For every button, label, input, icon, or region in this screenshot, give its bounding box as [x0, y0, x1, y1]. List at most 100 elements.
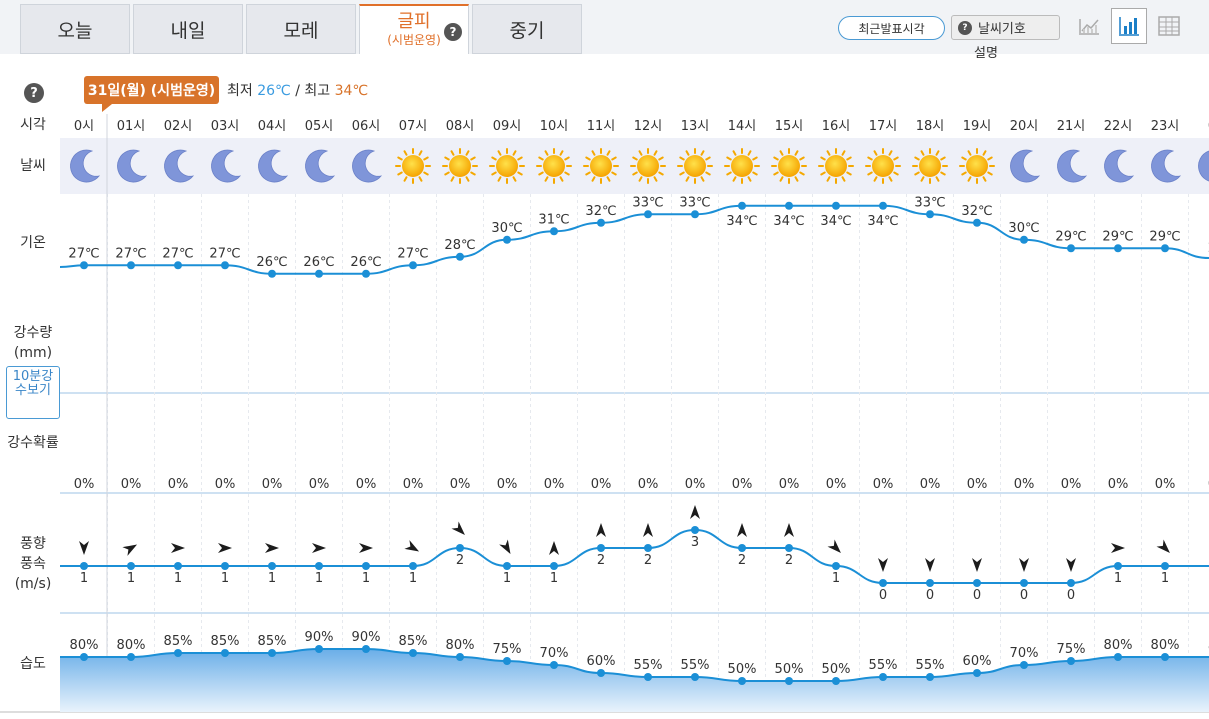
- wind-arrow-icon: [499, 539, 511, 555]
- humidity-point: [1020, 661, 1028, 669]
- hour-label: 07시: [399, 119, 428, 134]
- tab-three-days[interactable]: 글피 (시범운영) ?: [359, 4, 469, 54]
- sun-ray: [544, 150, 549, 156]
- wind-arrow-icon: [643, 523, 653, 537]
- wind-point: [973, 579, 981, 587]
- temp-label: 32℃: [961, 204, 992, 219]
- wind-point: [362, 562, 370, 570]
- sun-icon: [677, 148, 713, 184]
- tab-sublabel: (시범운영): [387, 33, 441, 47]
- sun-icon: [583, 148, 619, 184]
- row-label-rain-prob: 강수확률: [7, 435, 59, 451]
- wind-arrow-icon: [218, 543, 232, 553]
- temp-point: [315, 269, 323, 278]
- help-icon[interactable]: ?: [444, 23, 462, 41]
- tab-tomorrow[interactable]: 내일: [133, 4, 243, 54]
- sun-ray: [517, 171, 523, 176]
- rain-10min-button[interactable]: 10분강수보기: [6, 366, 60, 419]
- hour-label: 05시: [305, 119, 334, 134]
- rain-prob-label: 0%: [403, 477, 424, 492]
- humidity-label: 55%: [916, 658, 945, 673]
- sun-ray: [658, 156, 664, 161]
- wind-point: [691, 526, 699, 534]
- tab-label: 글피: [397, 11, 431, 32]
- sun-disc: [543, 155, 565, 177]
- rain-prob-label: 0%: [121, 477, 142, 492]
- wind-speed-label: 0: [879, 588, 887, 603]
- humidity-label: 85%: [399, 634, 428, 649]
- row-label-temp: 기온: [20, 235, 46, 251]
- wind-arrow-icon: [122, 544, 138, 556]
- humidity-point: [785, 677, 793, 685]
- sun-ray: [632, 156, 638, 161]
- temp-label: 33℃: [632, 195, 663, 210]
- time-band: [60, 114, 1209, 138]
- humidity-label: 55%: [634, 658, 663, 673]
- wind-point: [80, 562, 88, 570]
- help-icon[interactable]: ?: [24, 83, 44, 103]
- sun-ray: [538, 156, 544, 161]
- humidity-label: 50%: [822, 662, 851, 677]
- temp-label: 30℃: [491, 221, 522, 236]
- tab-mid-term[interactable]: 중기: [472, 4, 582, 54]
- humidity-label: 60%: [963, 654, 992, 669]
- moon-icon: [1151, 149, 1182, 183]
- sun-ray: [606, 150, 611, 156]
- sun-ray: [585, 156, 591, 161]
- wind-point: [1161, 562, 1169, 570]
- sun-ray: [559, 150, 564, 156]
- humidity-label: 85%: [211, 634, 240, 649]
- min-max-temp: 최저 26℃ / 최고 34℃: [227, 80, 368, 100]
- humidity-point: [879, 673, 887, 681]
- wind-speed-label: 1: [127, 571, 135, 586]
- sun-icon: [630, 148, 666, 184]
- graph-view-button[interactable]: [1111, 8, 1147, 44]
- sun-ray: [591, 176, 596, 182]
- line-chart-view-button[interactable]: [1071, 8, 1107, 44]
- temp-point: [456, 252, 464, 261]
- row-label-wind-unit: (m/s): [14, 576, 52, 592]
- sun-ray: [794, 176, 799, 182]
- sun-ray: [559, 176, 564, 182]
- wind-arrow-shape: [359, 543, 373, 553]
- humidity-label: 80%: [70, 638, 99, 653]
- wind-point: [597, 544, 605, 552]
- rain-prob-label: 0%: [450, 477, 471, 492]
- hour-label: 19시: [963, 119, 992, 134]
- humidity-label: 55%: [681, 658, 710, 673]
- temp-point: [738, 201, 746, 210]
- moon-icon: [352, 149, 383, 183]
- recent-release-label: 최근발표시각: [858, 21, 925, 36]
- temp-label: 27℃: [397, 246, 428, 261]
- temp-label: 27℃: [68, 246, 99, 261]
- sun-ray: [653, 150, 658, 156]
- sun-ray: [470, 171, 476, 176]
- humidity-point: [1114, 653, 1122, 661]
- sun-ray: [538, 171, 544, 176]
- temp-point: [644, 210, 652, 219]
- wind-arrow-icon: [171, 543, 185, 553]
- table-view-button[interactable]: [1151, 8, 1187, 44]
- tab-today[interactable]: 오늘: [20, 4, 130, 54]
- rain-prob-label: 0%: [215, 477, 236, 492]
- wind-arrow-icon: [1066, 558, 1076, 572]
- rain-prob-label: 0%: [309, 477, 330, 492]
- sun-disc: [402, 155, 424, 177]
- sun-ray: [544, 176, 549, 182]
- tab-bar: 오늘 내일 모레 글피 (시범운영) ? 중기 최근발표시각 ? 날씨기호 설명: [0, 0, 1209, 61]
- recent-release-button[interactable]: 최근발표시각: [838, 16, 945, 40]
- tab-label: 내일: [170, 19, 206, 42]
- sun-disc: [919, 155, 941, 177]
- sun-ray: [564, 156, 570, 161]
- wind-speed-label: 1: [1114, 571, 1122, 586]
- moon-icon: [211, 149, 242, 183]
- temp-point: [503, 235, 511, 244]
- tab-day-after[interactable]: 모레: [246, 4, 356, 54]
- sun-ray: [940, 156, 946, 161]
- rain-prob-label: 0%: [74, 477, 95, 492]
- humidity-label: 55%: [869, 658, 898, 673]
- wind-point: [785, 544, 793, 552]
- weather-symbol-button[interactable]: ? 날씨기호: [951, 15, 1060, 40]
- moon-icon: [305, 149, 336, 183]
- temp-label: 34℃: [726, 214, 757, 229]
